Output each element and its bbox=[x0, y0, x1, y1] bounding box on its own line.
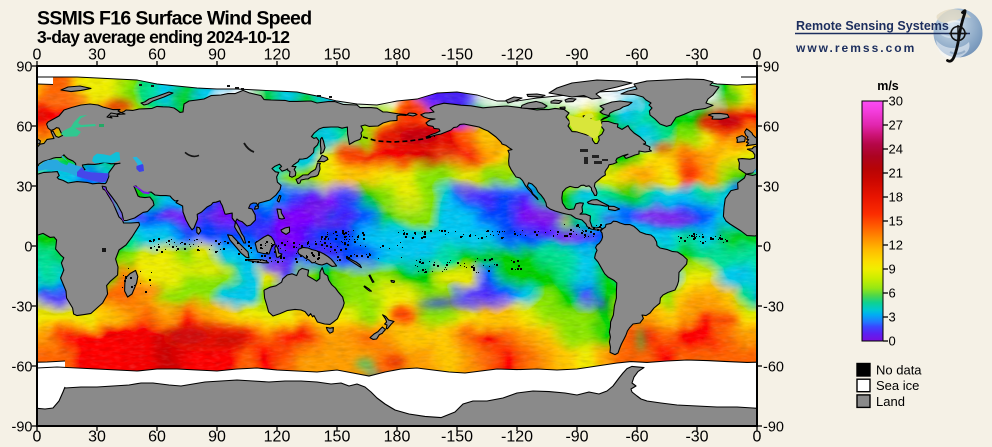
svg-text:60: 60 bbox=[763, 120, 779, 136]
svg-text:0: 0 bbox=[753, 429, 762, 446]
svg-text:21: 21 bbox=[889, 166, 903, 181]
svg-text:180: 180 bbox=[384, 429, 411, 446]
svg-text:m/s: m/s bbox=[877, 79, 899, 93]
svg-text:18: 18 bbox=[889, 190, 903, 205]
svg-text:Sea ice: Sea ice bbox=[876, 378, 919, 393]
svg-text:-30: -30 bbox=[685, 47, 708, 64]
svg-text:90: 90 bbox=[763, 60, 779, 76]
svg-text:-90: -90 bbox=[763, 420, 784, 436]
svg-text:Remote Sensing Systems: Remote Sensing Systems bbox=[796, 19, 949, 33]
svg-text:60: 60 bbox=[148, 429, 166, 446]
svg-text:0: 0 bbox=[753, 47, 762, 64]
svg-text:0: 0 bbox=[33, 429, 42, 446]
svg-text:0: 0 bbox=[33, 47, 42, 64]
svg-text:-30: -30 bbox=[12, 300, 33, 316]
svg-text:-90: -90 bbox=[565, 47, 588, 64]
svg-text:180: 180 bbox=[384, 47, 411, 64]
svg-text:-90: -90 bbox=[12, 420, 33, 436]
svg-text:0: 0 bbox=[763, 240, 771, 256]
svg-text:90: 90 bbox=[16, 60, 32, 76]
svg-text:-120: -120 bbox=[501, 429, 533, 446]
svg-text:12: 12 bbox=[889, 238, 903, 253]
svg-text:30: 30 bbox=[88, 47, 106, 64]
svg-text:90: 90 bbox=[208, 47, 226, 64]
svg-text:30: 30 bbox=[16, 180, 32, 196]
svg-text:-60: -60 bbox=[625, 429, 648, 446]
svg-text:Land: Land bbox=[876, 394, 905, 409]
svg-text:0: 0 bbox=[24, 240, 32, 256]
svg-text:30: 30 bbox=[88, 429, 106, 446]
svg-text:3: 3 bbox=[889, 310, 896, 325]
svg-text:120: 120 bbox=[264, 429, 291, 446]
svg-text:60: 60 bbox=[148, 47, 166, 64]
svg-text:6: 6 bbox=[889, 286, 896, 301]
svg-text:www.remss.com: www.remss.com bbox=[795, 41, 916, 55]
svg-text:-150: -150 bbox=[441, 47, 473, 64]
svg-text:30: 30 bbox=[889, 94, 903, 109]
svg-text:-30: -30 bbox=[685, 429, 708, 446]
svg-text:24: 24 bbox=[889, 142, 903, 157]
svg-text:30: 30 bbox=[763, 180, 779, 196]
svg-text:-150: -150 bbox=[441, 429, 473, 446]
svg-text:3-day average ending 2024-10-1: 3-day average ending 2024-10-12 bbox=[37, 27, 290, 47]
svg-text:0: 0 bbox=[889, 334, 896, 349]
svg-text:-60: -60 bbox=[12, 360, 33, 376]
svg-text:15: 15 bbox=[889, 214, 903, 229]
svg-text:60: 60 bbox=[16, 120, 32, 136]
svg-text:No data: No data bbox=[876, 363, 922, 378]
svg-text:150: 150 bbox=[324, 429, 351, 446]
svg-text:-60: -60 bbox=[625, 47, 648, 64]
svg-text:-60: -60 bbox=[763, 360, 784, 376]
svg-text:90: 90 bbox=[208, 429, 226, 446]
svg-text:-90: -90 bbox=[565, 429, 588, 446]
svg-text:150: 150 bbox=[324, 47, 351, 64]
svg-text:9: 9 bbox=[889, 262, 896, 277]
svg-text:27: 27 bbox=[889, 118, 903, 133]
svg-text:SSMIS F16 Surface Wind Speed: SSMIS F16 Surface Wind Speed bbox=[37, 8, 311, 30]
svg-text:-30: -30 bbox=[763, 300, 784, 316]
svg-text:-120: -120 bbox=[501, 47, 533, 64]
svg-text:120: 120 bbox=[264, 47, 291, 64]
